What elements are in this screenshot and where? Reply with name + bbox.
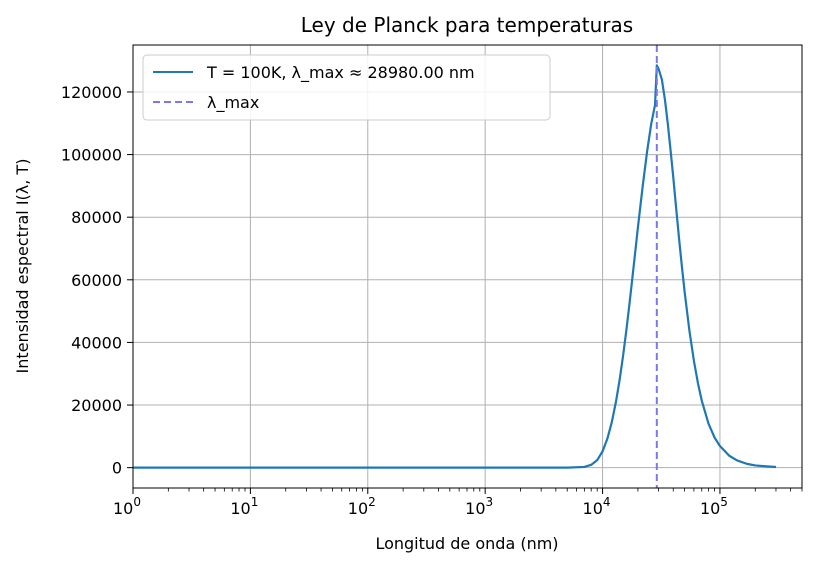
y-tick-label-6: 120000 [61,83,122,102]
y-tick-label-2: 40000 [71,333,122,352]
y-tick-label-0: 0 [112,459,122,478]
y-tick-label-4: 80000 [71,208,122,227]
plot-area [133,45,777,488]
legend: T = 100K, λ_max ≈ 28980.00 nm λ_max [142,54,551,121]
x-tick-label-1: 101 [230,495,258,518]
tick-marks: 100 101 102 103 104 105 0 20000 40000 60000 80000 1… [61,83,803,518]
y-tick-label-1: 20000 [71,396,122,415]
x-axis-label: Longitud de onda (nm) [375,534,558,553]
chart-title: Ley de Planck para temperaturas [301,13,633,37]
plot-frame [132,44,803,489]
y-tick-label-3: 60000 [71,271,122,290]
x-tick-label-5: 105 [700,495,728,518]
legend-box [142,54,551,121]
x-tick-label-4: 104 [583,495,611,518]
x-tick-label-3: 103 [465,495,493,518]
legend-label-lambda-max: λ_max [207,93,259,113]
y-axis-label: Intensidad espectral I(λ, T) [13,159,32,374]
x-tick-label-2: 102 [348,495,376,518]
x-tick-label-0: 100 [113,495,141,518]
legend-label-planck: T = 100K, λ_max ≈ 28980.00 nm [206,63,475,83]
y-tick-label-5: 100000 [61,146,122,165]
